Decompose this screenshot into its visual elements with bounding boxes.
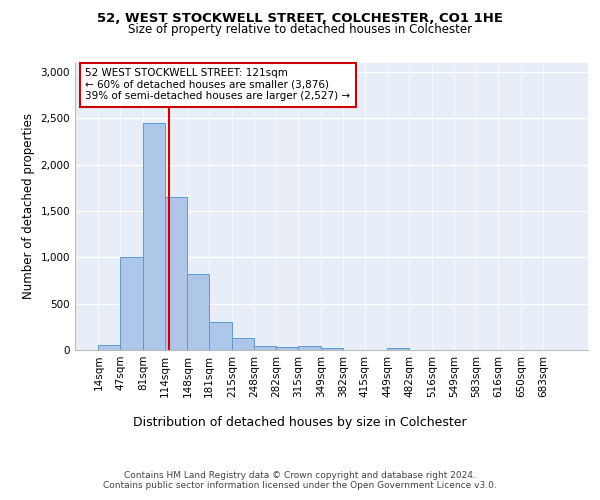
Bar [98,346,120,350]
Bar [321,348,343,350]
Bar [165,197,187,350]
Bar [209,322,232,350]
Y-axis label: Number of detached properties: Number of detached properties [22,114,35,299]
Text: Size of property relative to detached houses in Colchester: Size of property relative to detached ho… [128,22,472,36]
Bar [187,274,209,350]
Bar [254,346,277,350]
Text: 52, WEST STOCKWELL STREET, COLCHESTER, CO1 1HE: 52, WEST STOCKWELL STREET, COLCHESTER, C… [97,12,503,26]
Text: Contains public sector information licensed under the Open Government Licence v3: Contains public sector information licen… [103,482,497,490]
Text: Distribution of detached houses by size in Colchester: Distribution of detached houses by size … [133,416,467,429]
Text: Contains HM Land Registry data © Crown copyright and database right 2024.: Contains HM Land Registry data © Crown c… [124,472,476,480]
Bar [298,346,321,350]
Bar [232,338,254,350]
Bar [120,258,143,350]
Text: 52 WEST STOCKWELL STREET: 121sqm
← 60% of detached houses are smaller (3,876)
39: 52 WEST STOCKWELL STREET: 121sqm ← 60% o… [85,68,350,102]
Bar [143,123,165,350]
Bar [388,348,409,350]
Bar [277,347,298,350]
